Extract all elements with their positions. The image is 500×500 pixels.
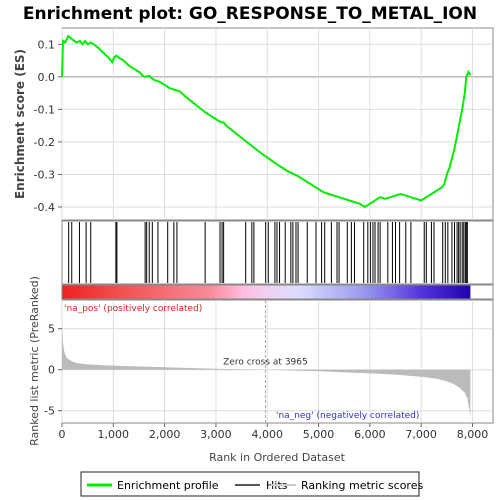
x-tick-label: 1,000	[98, 428, 130, 441]
x-tick-label: 6,000	[354, 428, 386, 441]
es-y-tick-label: -0.4	[34, 201, 55, 214]
x-tick-label: 7,000	[405, 428, 437, 441]
metric-panel: 5 0 -5 Zero cross at 3965 'na_pos' (positi…	[28, 276, 494, 446]
legend-enrichment-label: Enrichment profile	[117, 479, 219, 492]
legend: Enrichment profile Hits Ranking metric s…	[80, 471, 423, 497]
metric-y-ticks: 5 0 -5	[44, 323, 62, 418]
legend-metric-label: Ranking metric scores	[301, 479, 423, 492]
x-tick-label: 4,000	[251, 428, 283, 441]
chart-title: Enrichment plot: GO_RESPONSE_TO_METAL_IO…	[23, 4, 477, 24]
es-y-tick-label: 0.1	[38, 38, 56, 51]
es-panel: 0.1 0.0 -0.1 -0.2 -0.3 -0.4 Enrichment score …	[13, 27, 494, 221]
hits-panel	[61, 220, 494, 285]
hits-marks	[68, 222, 468, 283]
enrichment-profile-line	[61, 34, 472, 209]
es-plot-frame	[61, 27, 494, 221]
hits-frame	[61, 220, 494, 285]
metric-y-tick-label: -5	[44, 405, 55, 418]
metric-y-tick-label: 0	[48, 364, 55, 377]
metric-y-axis-title: Ranked list metric (PreRanked)	[28, 276, 41, 446]
es-gridlines	[61, 28, 493, 220]
es-y-tick-label: -0.3	[34, 168, 55, 181]
neg-correlated-label: 'na_neg' (negatively correlated)	[276, 411, 419, 421]
x-tick-label: 2,000	[149, 428, 181, 441]
x-tick-label: 8,000	[457, 428, 489, 441]
ranking-metric-area	[62, 324, 471, 419]
rank-color-bar	[62, 285, 471, 299]
es-y-tick-label: -0.2	[34, 136, 55, 149]
zero-cross-label: Zero cross at 3965	[223, 358, 308, 368]
pos-correlated-label: 'na_pos' (positively correlated)	[64, 304, 202, 314]
es-y-axis-title: Enrichment score (ES)	[13, 49, 27, 199]
x-tick-label: 3,000	[200, 428, 232, 441]
x-axis-ticks: 0 1,000 2,000 3,000 4,000 5,000 6,000 7,000 8,00…	[59, 423, 489, 441]
metric-y-tick-label: 5	[48, 323, 55, 336]
es-y-tick-label: 0.0	[38, 71, 56, 84]
es-y-tick-label: -0.1	[34, 103, 55, 116]
x-axis-title: Rank in Ordered Dataset	[209, 451, 346, 464]
x-tick-label: 5,000	[303, 428, 335, 441]
x-tick-label: 0	[59, 428, 66, 441]
es-y-ticks: 0.1 0.0 -0.1 -0.2 -0.3 -0.4	[34, 38, 62, 214]
rank-color-bar-frame	[61, 284, 494, 300]
